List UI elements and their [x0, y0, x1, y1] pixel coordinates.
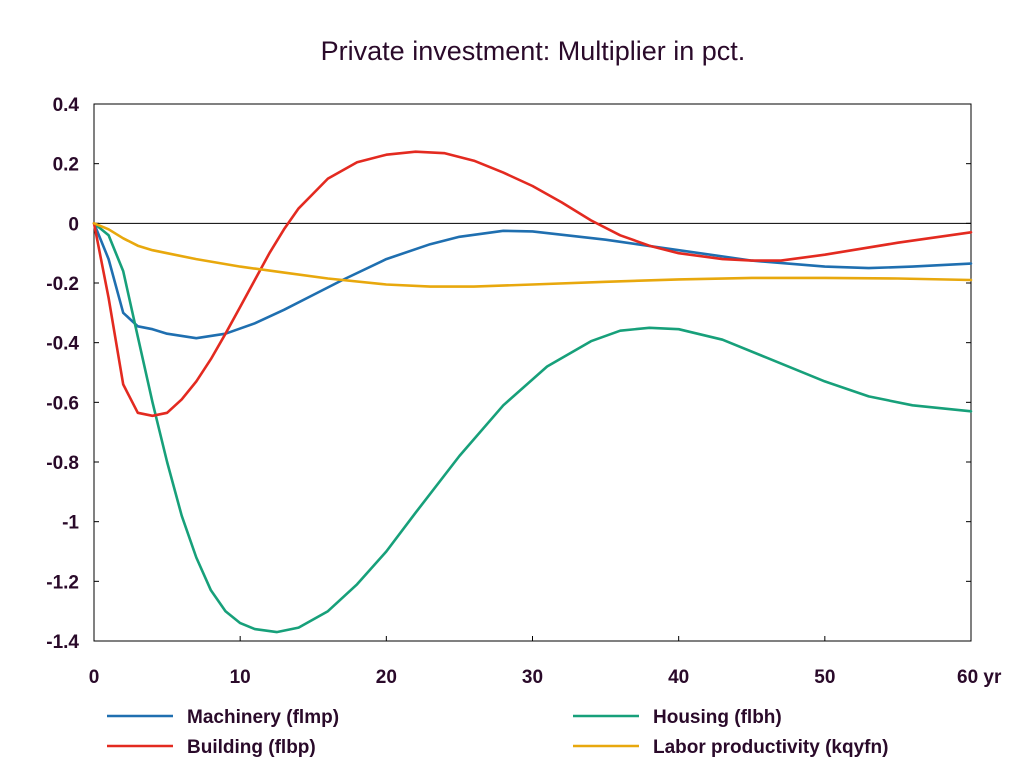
y-tick-label: -0.8 [46, 453, 79, 474]
series-line-3 [92, 150, 973, 418]
y-tick-label: 0.2 [53, 155, 79, 176]
legend-label-2: Housing (flbh) [653, 707, 782, 728]
legend-label-4: Labor productivity (kqyfn) [653, 737, 888, 758]
y-tick-label: -1.4 [46, 632, 79, 653]
series-layer [92, 150, 973, 634]
series-line-2 [92, 222, 973, 634]
y-tick-label: 0.4 [53, 95, 80, 116]
x-tick-label: 0 [89, 667, 100, 688]
series-line-4 [92, 222, 973, 288]
legend-label-3: Building (flbp) [187, 737, 316, 758]
y-tick-label: -0.6 [46, 393, 79, 414]
y-tick-label: -0.4 [46, 334, 79, 355]
x-tick-label: 50 [814, 667, 835, 688]
y-tick-label: 0 [68, 214, 79, 235]
y-tick-label: -0.2 [46, 274, 79, 295]
plot-frame [93, 103, 972, 642]
series-line-1 [92, 222, 973, 340]
x-tick-label: 10 [230, 667, 251, 688]
x-tick-label: 30 [522, 667, 543, 688]
x-tick-label: 60 yr [957, 667, 1002, 688]
legend-label-1: Machinery (flmp) [187, 707, 339, 728]
y-tick-label: -1.2 [46, 572, 79, 593]
x-tick-label: 40 [668, 667, 689, 688]
y-tick-label: -1 [62, 513, 79, 534]
x-tick-label: 20 [376, 667, 397, 688]
chart-title: Private investment: Multiplier in pct. [321, 36, 746, 66]
axes: 0.4 0.2 0 -0.2 -0.4 -0.6 -0.8 -1 -1.2 -1.4 0 10 20 30… [46, 95, 1002, 688]
legend: Machinery (flmp) Housing (flbh) Building (… [107, 707, 888, 758]
